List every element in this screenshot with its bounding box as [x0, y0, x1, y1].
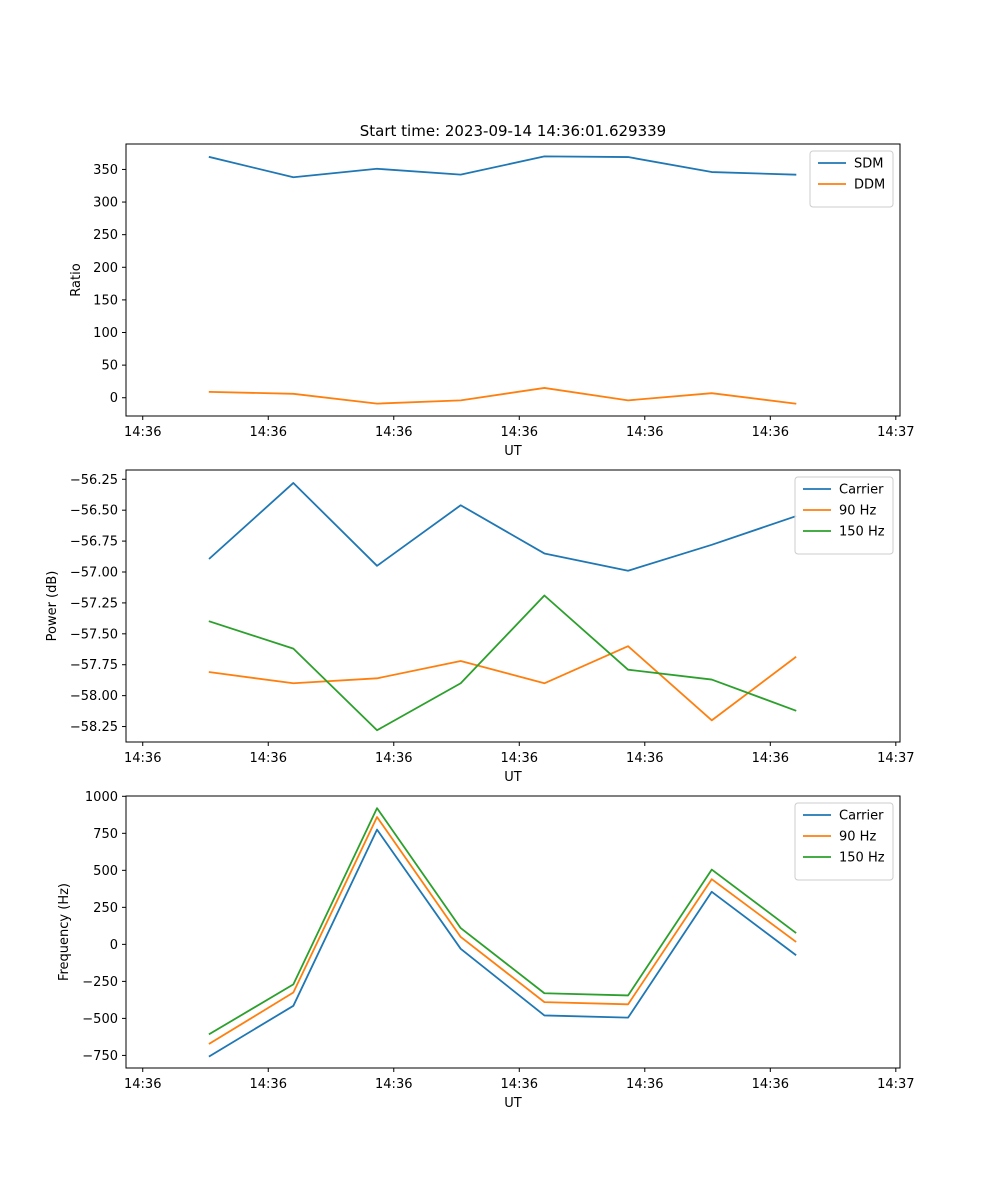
legend: SDM DDM [809, 150, 894, 208]
legend: Carrier 90 Hz 150 Hz [794, 802, 894, 881]
series-line-carrier [208, 828, 797, 1058]
subplot-2: 14:36 14:36 14:36 14:36 14:36 14:36 14:37 −58.2… [45, 469, 915, 785]
y-tick-label: −56.25 [70, 473, 118, 488]
y-tick-label: 250 [93, 901, 118, 916]
axes-frame [125, 469, 901, 743]
legend-label: Carrier [839, 809, 884, 824]
y-tick-label: 0 [110, 391, 118, 406]
legend-label: DDM [854, 178, 885, 193]
x-tick-label: 14:36 [375, 425, 412, 440]
axes-frame [125, 795, 901, 1069]
x-axis-label: UT [504, 770, 522, 785]
legend-label: 150 Hz [839, 525, 885, 540]
x-tick-label: 14:36 [752, 1077, 789, 1092]
y-tick-label: 750 [93, 827, 118, 842]
x-tick-label: 14:36 [501, 425, 538, 440]
x-axis-label: UT [504, 1096, 522, 1111]
axes-frame [125, 143, 901, 417]
x-tick-label: 14:36 [250, 1077, 287, 1092]
legend-label: 90 Hz [839, 504, 876, 519]
series-line-150-hz [208, 594, 797, 732]
legend-box [809, 150, 894, 208]
y-tick-label: −56.75 [70, 535, 118, 550]
y-tick-label: 250 [93, 228, 118, 243]
series-line-sdm [208, 155, 797, 179]
y-tick-label: −57.25 [70, 596, 118, 611]
y-tick-label: 0 [110, 938, 118, 953]
legend-label: SDM [854, 157, 883, 172]
x-tick-label: 14:36 [375, 751, 412, 766]
y-tick-label: −750 [82, 1049, 118, 1064]
x-tick-label: 14:36 [375, 1077, 412, 1092]
subplot-3: 14:36 14:36 14:36 14:36 14:36 14:36 14:37 −750 −… [57, 790, 915, 1111]
x-tick-label: 14:37 [877, 751, 914, 766]
series-line-150-hz [208, 807, 797, 1036]
y-tick-label: 200 [93, 261, 118, 276]
y-tick-label: 300 [93, 196, 118, 211]
y-tick-label: 1000 [85, 790, 118, 805]
x-tick-label: 14:36 [752, 425, 789, 440]
y-tick-label: −58.00 [70, 689, 118, 704]
x-tick-label: 14:36 [124, 1077, 161, 1092]
series-line-ddm [208, 387, 797, 405]
y-tick-label: −57.00 [70, 566, 118, 581]
x-tick-label: 14:36 [626, 751, 663, 766]
x-tick-label: 14:37 [877, 1077, 914, 1092]
legend-label: 150 Hz [839, 851, 885, 866]
legend-label: Carrier [839, 483, 884, 498]
legend-label: 90 Hz [839, 830, 876, 845]
series-line-90-hz [208, 645, 797, 722]
series-line-carrier [208, 482, 797, 572]
y-tick-label: −56.50 [70, 504, 118, 519]
x-tick-label: 14:37 [877, 425, 914, 440]
legend-box [794, 802, 894, 881]
y-axis-label: Power (dB) [45, 571, 60, 642]
subplot-1: 14:36 14:36 14:36 14:36 14:36 14:36 14:37 0 50 10… [69, 143, 915, 459]
y-tick-label: 350 [93, 163, 118, 178]
y-tick-label: −250 [82, 975, 118, 990]
y-axis-label: Frequency (Hz) [57, 883, 72, 981]
x-tick-label: 14:36 [626, 1077, 663, 1092]
series-line-90-hz [208, 816, 797, 1045]
y-tick-label: −57.50 [70, 627, 118, 642]
x-tick-label: 14:36 [250, 751, 287, 766]
x-tick-label: 14:36 [501, 1077, 538, 1092]
y-axis-label: Ratio [69, 263, 84, 296]
x-axis-label: UT [504, 444, 522, 459]
y-tick-label: 50 [101, 359, 118, 374]
y-tick-label: −58.25 [70, 720, 118, 735]
x-tick-label: 14:36 [501, 751, 538, 766]
subplots: 14:36 14:36 14:36 14:36 14:36 14:36 14:37 0 50 10… [45, 143, 915, 1111]
x-tick-label: 14:36 [250, 425, 287, 440]
legend-box [794, 476, 894, 555]
y-tick-label: 150 [93, 293, 118, 308]
y-tick-label: 500 [93, 864, 118, 879]
y-tick-label: 100 [93, 326, 118, 341]
x-tick-label: 14:36 [124, 751, 161, 766]
y-tick-label: −500 [82, 1012, 118, 1027]
x-tick-label: 14:36 [752, 751, 789, 766]
x-tick-label: 14:36 [124, 425, 161, 440]
y-tick-label: −57.75 [70, 658, 118, 673]
x-tick-label: 14:36 [626, 425, 663, 440]
legend: Carrier 90 Hz 150 Hz [794, 476, 894, 555]
figure-title: Start time: 2023-09-14 14:36:01.629339 [360, 122, 666, 140]
